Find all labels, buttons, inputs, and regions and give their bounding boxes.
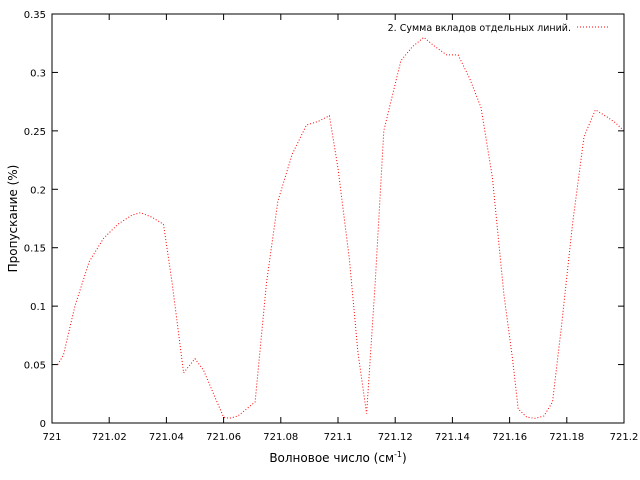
x-tick-label: 721 <box>42 432 61 443</box>
y-tick-label: 0.25 <box>24 127 46 138</box>
x-tick-label: 721.1 <box>324 432 353 443</box>
x-tick-label: 721.18 <box>549 432 584 443</box>
y-tick-label: 0.1 <box>30 302 46 313</box>
x-tick-label: 721.14 <box>435 432 470 443</box>
y-tick-label: 0.3 <box>30 68 46 79</box>
series-layer <box>57 36 625 419</box>
x-tick-label: 721.06 <box>206 432 241 443</box>
x-axis-ticks: 721 721.02 721.04 721.06 721.08 721.1 721.12 72… <box>42 14 638 443</box>
legend: 2. Сумма вкладов отдельных линий. <box>388 23 608 34</box>
y-axis-ticks: 0 0.05 0.1 0.15 0.2 0.25 0.3 0.35 <box>24 10 624 430</box>
y-axis-label: Пропускание (%) <box>6 165 20 273</box>
series-line <box>57 36 625 419</box>
x-tick-label: 721.04 <box>149 432 184 443</box>
legend-label: 2. Сумма вкладов отдельных линий. <box>388 23 571 34</box>
y-tick-label: 0.15 <box>24 244 46 255</box>
plot-frame <box>51 13 625 424</box>
x-tick-label: 721.08 <box>263 432 298 443</box>
x-tick-label: 721.02 <box>92 432 127 443</box>
x-tick-label: 721.2 <box>610 432 639 443</box>
x-axis-label-text: Волновое число (см <box>269 451 394 465</box>
y-tick-label: 0.35 <box>24 10 46 21</box>
y-tick-label: 0.2 <box>30 185 46 196</box>
x-tick-label: 721.12 <box>378 432 413 443</box>
x-axis-label: Волновое число (см-1) <box>269 450 406 465</box>
y-tick-label: 0.05 <box>24 361 46 372</box>
x-tick-label: 721.16 <box>492 432 527 443</box>
x-axis-label-close: ) <box>402 451 407 465</box>
x-axis-label-superscript: -1 <box>394 450 402 459</box>
y-tick-label: 0 <box>40 419 46 430</box>
